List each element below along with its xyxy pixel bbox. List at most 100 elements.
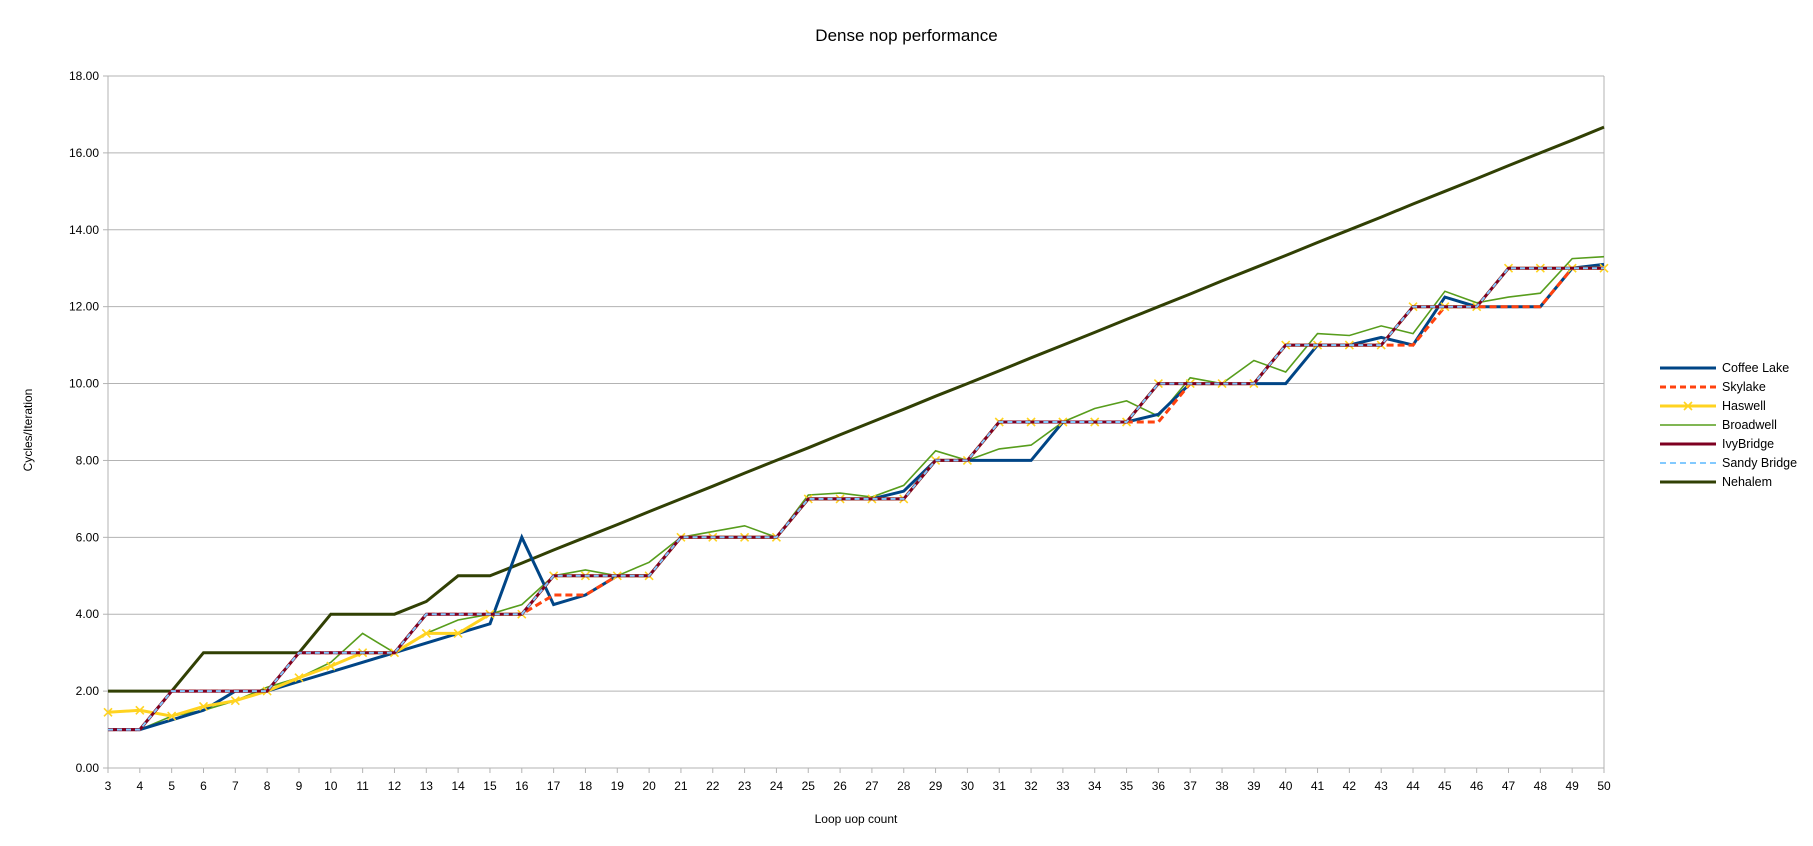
y-tick-label: 4.00: [76, 607, 100, 621]
x-axis-label: Loop uop count: [814, 812, 898, 826]
x-tick-label: 50: [1597, 779, 1611, 793]
series-marker: [103, 707, 113, 717]
x-tick-label: 40: [1279, 779, 1293, 793]
series-line-nehalem: [108, 125, 1605, 693]
series-lines: [103, 125, 1609, 732]
x-tick-label: 6: [200, 779, 207, 793]
series-marker: [135, 705, 145, 715]
x-tick-label: 10: [324, 779, 338, 793]
x-tick-label: 26: [833, 779, 847, 793]
x-tick-label: 31: [993, 779, 1007, 793]
legend-swatch: [1660, 480, 1716, 483]
series-marker: [167, 711, 177, 721]
x-tick-label: 13: [420, 779, 434, 793]
series-line-sandy-bridge: [108, 267, 1604, 731]
x-tick-label: 8: [264, 779, 271, 793]
x-tick-label: 39: [1247, 779, 1261, 793]
x-tick-label: 18: [579, 779, 593, 793]
x-tick-label: 3: [105, 779, 112, 793]
legend-label: Broadwell: [1722, 417, 1777, 432]
x-tick-label: 41: [1311, 779, 1325, 793]
legend-swatch: [1660, 366, 1716, 369]
x-tick-label: 28: [897, 779, 911, 793]
legend-label: Sandy Bridge: [1722, 455, 1798, 470]
chart-title: Dense nop performance: [815, 26, 998, 45]
legend: Coffee Lake Skylake Haswell Broadwell IvyBri…: [1658, 358, 1797, 491]
x-tick-label: 24: [770, 779, 784, 793]
x-tick-label: 34: [1088, 779, 1102, 793]
legend-swatch: [1660, 423, 1716, 426]
legend-swatch: [1660, 400, 1716, 411]
legend-item: Broadwell: [1658, 415, 1797, 434]
series-line-haswell: [107, 266, 1604, 718]
x-tick-label: 44: [1406, 779, 1420, 793]
legend-label: Haswell: [1722, 398, 1766, 413]
x-tick-label: 9: [296, 779, 303, 793]
x-tick-label: 29: [929, 779, 943, 793]
series-marker: [421, 628, 431, 639]
legend-swatch: [1660, 442, 1716, 445]
series-line-broadwell: [108, 255, 1605, 731]
x-tick-label: 11: [356, 779, 369, 793]
legend-label: Nehalem: [1722, 474, 1773, 489]
x-tick-label: 48: [1534, 779, 1548, 793]
x-tick-label: 15: [483, 779, 497, 793]
y-axis-label: Cycles/Iteration: [21, 388, 35, 472]
x-tick-label: 46: [1470, 779, 1484, 793]
x-tick-label: 30: [961, 779, 975, 793]
series-marker: [453, 628, 463, 639]
x-tick-label: 42: [1343, 779, 1357, 793]
x-tick-label: 22: [706, 779, 720, 793]
x-tick-label: 19: [611, 779, 625, 793]
legend-label: Skylake: [1722, 379, 1766, 394]
y-tick-label: 6.00: [76, 530, 100, 544]
x-tick-label: 17: [547, 779, 561, 793]
x-tick-label: 27: [865, 779, 879, 793]
x-tick-label: 49: [1565, 779, 1579, 793]
grid-lines: [103, 75, 1605, 769]
legend-item: Nehalem: [1658, 472, 1797, 491]
legend-item: Coffee Lake: [1658, 358, 1797, 377]
legend-swatch: [1660, 385, 1716, 388]
x-tick-label: 36: [1152, 779, 1166, 793]
legend-item: Sandy Bridge: [1658, 453, 1797, 472]
x-tick-label: 21: [674, 779, 688, 793]
y-tick-label: 12.00: [69, 300, 99, 314]
x-tick-label: 23: [738, 779, 752, 793]
x-tick-label: 38: [1215, 779, 1229, 793]
x-tick-label: 33: [1056, 779, 1070, 793]
y-tick-label: 16.00: [69, 146, 99, 160]
series-marker: [198, 701, 209, 712]
x-tick-label: 37: [1184, 779, 1198, 793]
x-tick-label: 25: [802, 779, 816, 793]
x-axis-tick-labels: 3 4 5 6 7 8 9 10 11 12 13 14 15 16 17 18 19 20 21 22 23 24 25 2…: [105, 768, 1611, 793]
legend-label: Coffee Lake: [1722, 360, 1790, 375]
legend-item: Haswell: [1658, 396, 1797, 415]
x-tick-label: 20: [642, 779, 656, 793]
legend-label: IvyBridge: [1722, 436, 1775, 451]
legend-item: IvyBridge: [1658, 434, 1797, 453]
y-tick-label: 2.00: [76, 684, 100, 698]
x-tick-label: 47: [1502, 779, 1516, 793]
x-tick-label: 45: [1438, 779, 1452, 793]
legend-swatch: [1660, 461, 1716, 464]
y-tick-label: 18.00: [69, 69, 99, 83]
x-tick-label: 14: [451, 779, 465, 793]
x-tick-label: 35: [1120, 779, 1134, 793]
y-tick-label: 10.00: [69, 377, 99, 391]
series-marker: [230, 696, 240, 706]
y-axis-tick-labels: 0.00 2.00 4.00 6.00 8.00 10.00 12.00 14.00 16.00…: [69, 69, 99, 775]
series-marker: [294, 673, 304, 683]
y-tick-label: 8.00: [76, 453, 100, 467]
x-tick-label: 4: [136, 779, 143, 793]
x-tick-label: 43: [1375, 779, 1389, 793]
x-tick-label: 16: [515, 779, 529, 793]
x-tick-label: 7: [232, 779, 239, 793]
y-tick-label: 0.00: [76, 761, 100, 775]
x-tick-label: 5: [168, 779, 175, 793]
y-tick-label: 14.00: [69, 223, 99, 237]
series-marker: [326, 661, 336, 671]
legend-item: Skylake: [1658, 377, 1797, 396]
x-tick-label: 12: [388, 779, 402, 793]
